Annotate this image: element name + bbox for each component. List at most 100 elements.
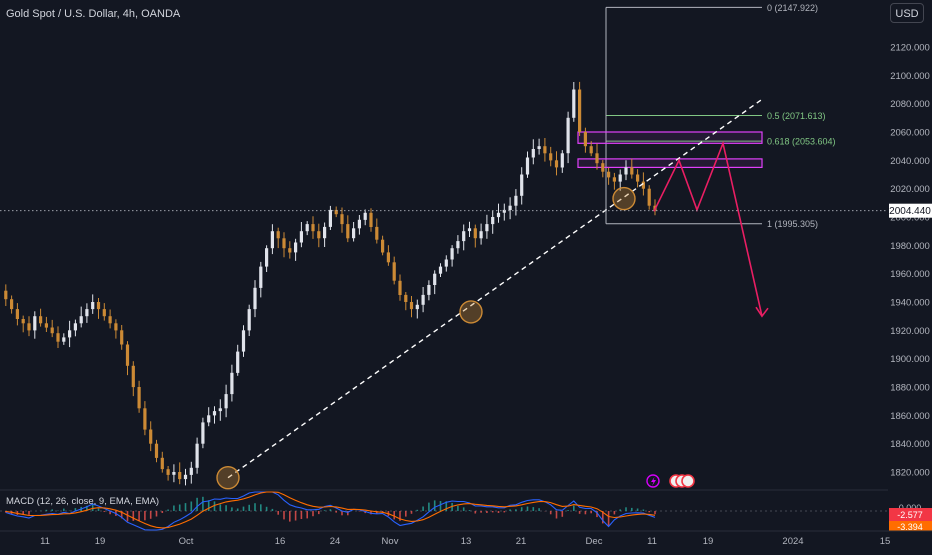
candle-body — [166, 469, 170, 475]
candle-body — [485, 224, 489, 232]
candle-body — [299, 231, 303, 243]
macd-value-badge — [889, 508, 932, 521]
supply-zone — [577, 131, 763, 144]
candle-body — [578, 89, 582, 132]
candle-body — [398, 280, 402, 295]
projection-path — [653, 140, 763, 317]
candle-body — [560, 153, 564, 168]
candle-body — [172, 472, 176, 475]
candle-body — [114, 323, 118, 331]
touch-markers — [216, 186, 636, 490]
flag-event-icon-3[interactable] — [681, 474, 695, 488]
candle-body — [259, 266, 263, 288]
x-tick-label: 13 — [461, 536, 472, 547]
candle-body — [39, 316, 43, 324]
candle-body — [56, 333, 60, 342]
fib-level-label: 0.618 (2053.604) — [767, 137, 836, 147]
candle-body — [589, 146, 593, 154]
x-tick-label: Nov — [382, 536, 399, 547]
candle-body — [282, 238, 286, 249]
candle-body — [543, 146, 547, 154]
y-tick-label: 2100.000 — [890, 71, 930, 82]
candle-body — [630, 167, 634, 175]
candle-body — [433, 273, 437, 285]
x-tick-label: 19 — [703, 536, 714, 547]
candle-body — [444, 259, 448, 267]
candle-body — [131, 365, 135, 388]
candle-body — [554, 160, 559, 168]
candle-body — [346, 224, 350, 239]
candle-body — [149, 429, 153, 444]
lightning-icon — [651, 477, 656, 486]
candle-body — [44, 323, 48, 328]
candle-body — [102, 309, 106, 317]
touch-circle — [612, 186, 636, 211]
candle-body — [160, 457, 164, 470]
candle-body — [143, 408, 147, 430]
y-tick-label: 1860.000 — [890, 411, 930, 422]
x-tick-label: Dec — [586, 536, 603, 547]
candle-body — [491, 217, 495, 225]
y-tick-label: 1900.000 — [890, 354, 930, 365]
candle-body — [91, 302, 95, 310]
candle-body — [502, 209, 506, 213]
candle-body — [137, 387, 141, 409]
fib-level-label: 0.5 (2071.613) — [767, 111, 826, 121]
candle-body — [189, 467, 193, 475]
candle-body — [183, 474, 188, 480]
candle-body — [583, 132, 587, 147]
candle-body — [409, 302, 414, 310]
x-tick-label: 11 — [40, 536, 50, 547]
candle-body — [438, 266, 443, 274]
trendline-group — [227, 98, 763, 479]
candle-body — [230, 372, 234, 395]
candle-body — [68, 330, 72, 338]
y-tick-label: 2000.000 — [890, 213, 930, 224]
candle-body — [607, 171, 611, 178]
current-price-label: 2004.440 — [889, 206, 931, 217]
fib-level-label: 0 (2147.922) — [767, 3, 818, 13]
candle-body — [218, 408, 222, 412]
y-tick-label: 2020.000 — [890, 184, 930, 195]
fib-levels: 0 (2147.922) 0.5 (2071.613) 0.618 (2053.60… — [605, 3, 836, 229]
candle-body — [427, 285, 431, 295]
y-tick-label: 1880.000 — [890, 383, 930, 394]
currency-button[interactable]: USD — [890, 3, 924, 23]
event-icons[interactable] — [646, 474, 695, 488]
candle-body — [288, 248, 292, 253]
current-price-badge — [889, 203, 932, 218]
y-tick-label: 1940.000 — [890, 298, 930, 309]
x-tick-label: 21 — [516, 536, 527, 547]
candle-body — [624, 167, 628, 175]
candle-body — [352, 228, 356, 239]
candle-body — [15, 309, 19, 319]
candle-body — [636, 174, 640, 182]
price-axis[interactable]: 2120.000 2100.000 2080.000 2060.000 2040.000… — [890, 43, 930, 479]
candle-body — [415, 304, 419, 310]
candle-body — [10, 299, 14, 310]
candle-body — [207, 415, 211, 423]
signal-line — [5, 491, 656, 529]
candle-body — [236, 351, 240, 373]
candle-body — [572, 89, 576, 118]
candle-body — [363, 212, 367, 220]
x-tick-label: 2024 — [782, 536, 803, 547]
candle-body — [595, 153, 599, 164]
x-tick-label: Oct — [179, 536, 194, 547]
candle-body — [224, 394, 228, 409]
y-tick-label: 2080.000 — [890, 99, 930, 110]
projection-arrow-head — [755, 306, 769, 318]
candle-body — [154, 443, 159, 458]
candle-body — [647, 188, 651, 206]
candle-body — [520, 174, 524, 196]
candle-body — [531, 149, 535, 158]
time-axis[interactable]: 11 19 Oct 16 24 Nov 13 21 Dec 11 19 2024 15 — [40, 536, 890, 547]
y-tick-label: 1840.000 — [890, 439, 930, 450]
candle-body — [462, 231, 466, 242]
candle-body — [525, 157, 530, 175]
candle-body — [479, 231, 483, 239]
candle-body — [305, 224, 309, 232]
